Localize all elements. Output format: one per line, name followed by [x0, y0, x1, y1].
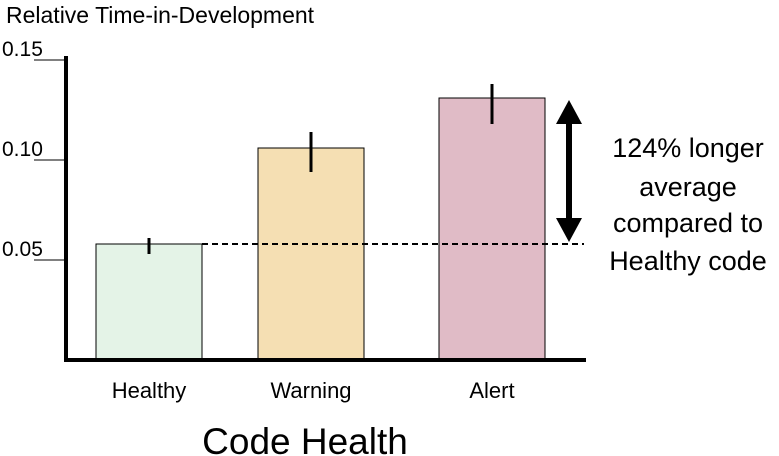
category-labels: Healthy Warning Alert	[112, 378, 515, 403]
bar-healthy	[96, 244, 202, 360]
category-label-warning: Warning	[270, 378, 351, 403]
bars-group	[96, 98, 545, 360]
annotation-line-2: average	[639, 172, 737, 202]
arrow-head-up-icon	[556, 100, 582, 124]
chart-title: Relative Time-in-Development	[6, 2, 315, 28]
y-tick-label: 0.10	[2, 138, 43, 161]
y-axis-ticks: 0.05 0.10 0.15	[2, 38, 66, 261]
arrow-head-down-icon	[556, 218, 582, 242]
annotation-line-3: compared to	[613, 208, 763, 238]
category-label-healthy: Healthy	[112, 378, 187, 403]
bar-alert	[439, 98, 545, 360]
x-axis-title: Code Health	[202, 421, 408, 456]
annotation-line-1: 124% longer	[612, 133, 764, 163]
y-tick-label: 0.05	[2, 238, 43, 261]
annotation-line-4: Healthy code	[609, 246, 767, 276]
category-label-alert: Alert	[469, 378, 514, 403]
y-tick-label: 0.15	[2, 38, 43, 61]
bar-warning	[258, 148, 364, 360]
double-arrow	[556, 100, 582, 242]
